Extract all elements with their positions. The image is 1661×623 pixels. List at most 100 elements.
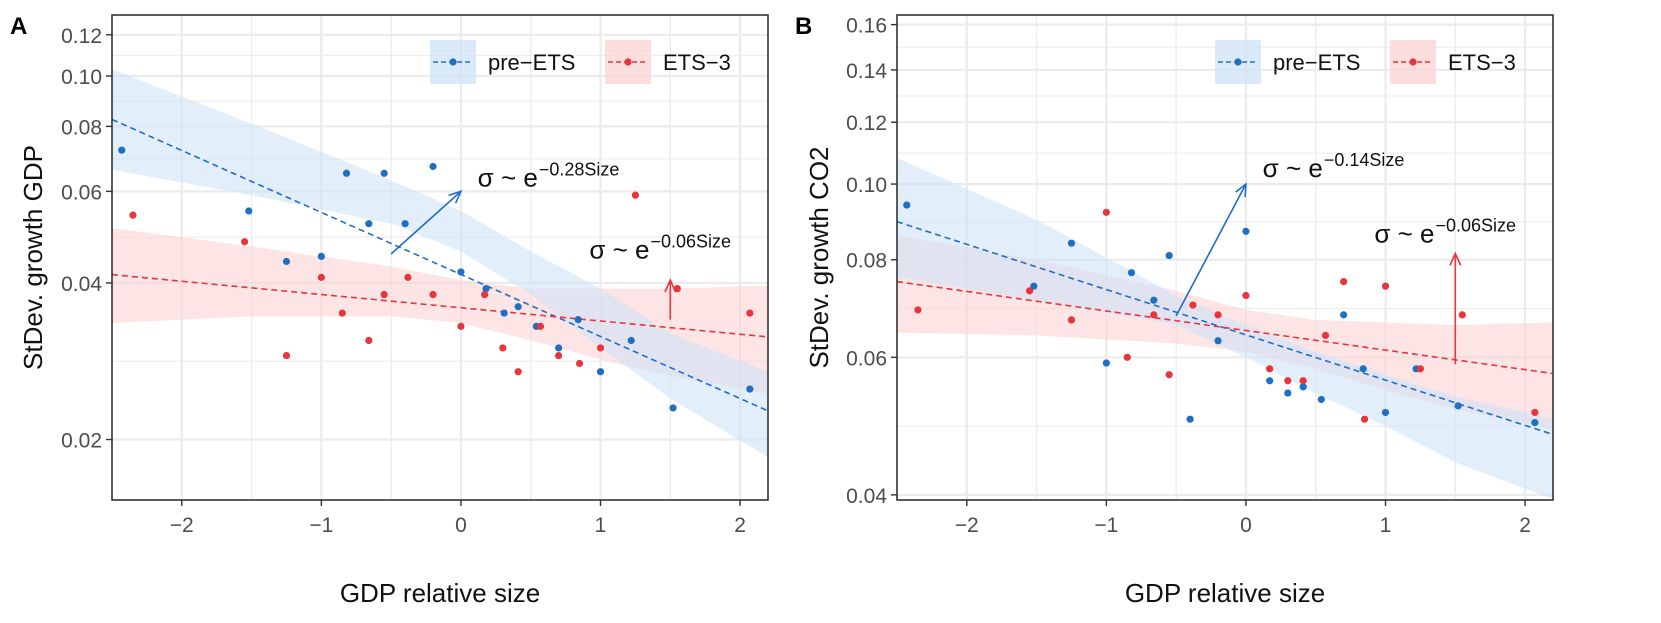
formula-exponent: −0.28Size — [539, 160, 620, 180]
red-point-4 — [338, 309, 346, 317]
legend-point-blue — [1234, 58, 1242, 66]
blue-point-5 — [1150, 296, 1158, 304]
red-point-11 — [1284, 377, 1292, 385]
blue-point-4 — [1127, 269, 1136, 277]
red-point-1 — [240, 238, 249, 246]
x-tick-label: 2 — [1519, 514, 1531, 537]
red-point-16 — [596, 344, 605, 352]
formula-exponent: −0.06Size — [1435, 215, 1516, 235]
red-point-1 — [1025, 287, 1034, 295]
blue-point-16 — [1381, 408, 1390, 417]
red-point-10 — [481, 290, 489, 299]
blue-point-11 — [1284, 389, 1292, 397]
blue-point-9 — [457, 268, 465, 276]
red-point-9 — [457, 322, 465, 330]
panel-letter: A — [10, 13, 27, 40]
red-point-2 — [282, 351, 291, 360]
red-point-6 — [1165, 371, 1173, 379]
red-point-5 — [365, 336, 373, 345]
red-point-3 — [1102, 208, 1110, 216]
blue-point-7 — [401, 220, 409, 228]
y-tick-label: 0.08 — [846, 250, 887, 273]
annotation-arrow-blue — [1175, 183, 1247, 317]
red-point-6 — [380, 290, 388, 299]
y-tick-label: 0.06 — [61, 181, 102, 204]
red-point-3 — [317, 273, 325, 281]
blue-point-18 — [1454, 402, 1462, 410]
blue-point-15 — [1359, 365, 1367, 373]
x-tick-label: −1 — [1094, 514, 1118, 537]
y-tick-label: 0.04 — [61, 273, 102, 296]
x-tick-label: 0 — [455, 514, 467, 537]
annotation-arrowhead-red — [1449, 251, 1462, 266]
blue-point-8 — [1214, 337, 1222, 345]
annotation-arrowhead-red — [664, 278, 677, 293]
blue-point-2 — [282, 257, 291, 266]
y-axis-title: StDev. growth CO2 — [804, 146, 834, 368]
panel-border — [896, 14, 1554, 501]
red-point-13 — [1321, 331, 1330, 340]
red-point-8 — [1214, 311, 1222, 319]
blue-confidence-band — [112, 69, 768, 458]
annotation-arrowhead-blue — [1235, 182, 1247, 198]
y-tick-label: 0.16 — [846, 15, 887, 38]
formula-exponent: −0.14Size — [1324, 150, 1405, 170]
blue-point-8 — [429, 162, 437, 171]
x-axis-title: GDP relative size — [340, 578, 540, 608]
panel-border — [111, 14, 769, 501]
blue-point-0 — [903, 201, 911, 209]
red-point-13 — [536, 322, 545, 330]
x-tick-label: 1 — [1380, 514, 1392, 537]
red-point-14 — [555, 351, 563, 360]
blue-point-4 — [342, 169, 351, 177]
y-tick-label: 0.06 — [846, 347, 887, 370]
y-tick-label: 0.12 — [61, 25, 102, 48]
red-point-19 — [746, 309, 754, 317]
y-axis-title: StDev. growth GDP — [18, 145, 48, 370]
red-point-9 — [1242, 291, 1250, 300]
blue-point-7 — [1186, 415, 1194, 423]
red-point-14 — [1340, 278, 1348, 286]
annotation-arrowhead-blue — [448, 190, 463, 204]
legend-label-blue: pre−ETS — [488, 50, 575, 75]
legend-label-red: ETS−3 — [663, 50, 731, 75]
red-point-0 — [914, 306, 922, 314]
panel-letter: B — [795, 13, 812, 40]
blue-point-12 — [1299, 383, 1307, 391]
red-point-12 — [514, 368, 522, 376]
blue-point-1 — [245, 207, 253, 215]
red-point-17 — [1416, 365, 1425, 373]
x-axis-title: GDP relative size — [1125, 578, 1325, 608]
red-point-10 — [1266, 365, 1274, 373]
blue-point-10 — [1266, 377, 1274, 385]
blue-point-12 — [514, 303, 522, 311]
blue-point-3 — [317, 252, 325, 260]
red-point-19 — [1531, 408, 1539, 417]
x-tick-label: 1 — [595, 514, 607, 537]
legend-point-red — [1409, 58, 1417, 66]
formula-base: σ ~ e — [1263, 153, 1323, 183]
red-point-4 — [1123, 353, 1131, 361]
legend-label-red: ETS−3 — [1448, 50, 1516, 75]
annotation-formula-red: σ ~ e−0.06Size — [1374, 215, 1516, 248]
red-point-15 — [575, 359, 584, 368]
blue-point-1 — [1030, 282, 1038, 290]
blue-point-19 — [746, 385, 754, 393]
axes: −2 −1 0 1 2 0.02 0.04 0.06 0.08 0.10 0.12 — [61, 25, 746, 537]
x-tick-label: 0 — [1240, 514, 1252, 537]
annotation-formula-blue: σ ~ e−0.14Size — [1263, 150, 1405, 183]
blue-point-14 — [555, 344, 563, 352]
red-point-7 — [404, 273, 412, 281]
red-point-8 — [429, 290, 437, 299]
blue-point-16 — [596, 368, 605, 376]
axes: −2 −1 0 1 2 0.04 0.06 0.08 0.10 0.12 0.14 0.16 — [846, 15, 1531, 537]
legend-point-red — [624, 58, 632, 66]
red-point-12 — [1299, 377, 1307, 385]
red-point-7 — [1189, 301, 1197, 309]
blue-point-3 — [1102, 359, 1110, 367]
blue-point-9 — [1242, 227, 1250, 235]
red-point-17 — [631, 191, 640, 199]
annotation-formula-red: σ ~ e−0.06Size — [589, 231, 731, 264]
